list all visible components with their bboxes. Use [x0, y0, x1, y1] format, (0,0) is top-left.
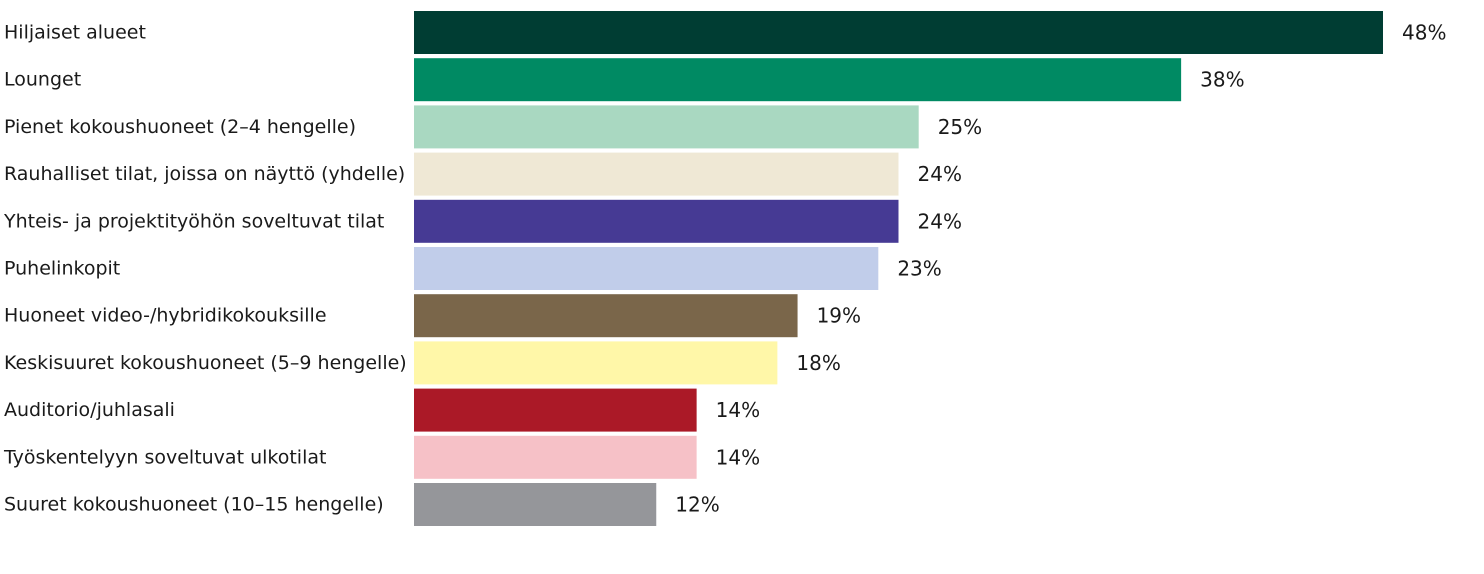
value-label: 23%: [897, 257, 941, 281]
value-label: 14%: [716, 445, 760, 469]
category-label: Rauhalliset tilat, joissa on näyttö (yhd…: [4, 163, 405, 185]
bar: [414, 247, 879, 290]
bar: [414, 58, 1182, 102]
value-label: 18%: [796, 351, 840, 375]
value-label: 19%: [817, 304, 861, 328]
bar: [414, 483, 657, 526]
category-label: Keskisuuret kokoushuoneet (5–9 hengelle): [4, 352, 407, 374]
category-label: Lounget: [4, 69, 81, 91]
value-label: 38%: [1200, 68, 1244, 92]
value-label: 48%: [1402, 21, 1446, 45]
category-label: Hiljaiset alueet: [4, 22, 146, 44]
bar: [414, 152, 899, 196]
value-label: 25%: [938, 115, 982, 139]
category-label: Pienet kokoushuoneet (2–4 hengelle): [4, 116, 356, 138]
bar: [414, 341, 778, 385]
value-label: 24%: [918, 162, 962, 186]
value-label: 12%: [675, 493, 719, 517]
category-label: Auditorio/juhlasali: [4, 399, 175, 421]
category-label: Huoneet video-/hybridikokouksille: [4, 305, 327, 327]
category-label: Puhelinkopit: [4, 258, 120, 280]
bar: [414, 199, 899, 243]
bar: [414, 105, 919, 149]
bar: [414, 388, 697, 432]
category-label: Työskentelyyn soveltuvat ulkotilat: [3, 446, 326, 468]
category-label: Yhteis- ja projektityöhön soveltuvat til…: [3, 210, 384, 232]
value-label: 14%: [716, 398, 760, 422]
bar: [414, 435, 697, 479]
value-label: 24%: [918, 209, 962, 233]
bar: [414, 11, 1383, 54]
category-label: Suuret kokoushuoneet (10–15 hengelle): [4, 494, 384, 516]
bar: [414, 294, 798, 338]
